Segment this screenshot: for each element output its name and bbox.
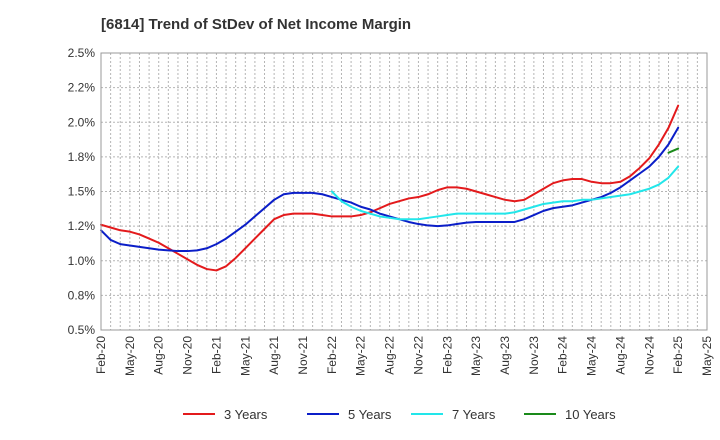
series-layer xyxy=(100,104,680,272)
series-line-7-years xyxy=(330,165,680,221)
x-tick-label: May-23 xyxy=(469,336,483,376)
series-line-5-years xyxy=(100,126,680,253)
y-tick-label: 2.2% xyxy=(68,81,96,95)
x-axis-ticks: Feb-20 May-20 Aug-20 Nov-20 Feb-21 May-21 Aug-… xyxy=(94,336,714,376)
x-tick-label: Nov-24 xyxy=(642,336,656,375)
x-tick-label: Feb-24 xyxy=(556,336,570,374)
y-tick-label: 2.5% xyxy=(68,46,96,60)
y-tick-label: 1.5% xyxy=(68,185,96,199)
y-tick-label: 2.0% xyxy=(68,115,96,129)
y-tick-label: 1.2% xyxy=(68,219,96,233)
x-tick-label: Nov-21 xyxy=(296,336,310,375)
x-tick-label: Nov-22 xyxy=(411,336,425,375)
legend-item-5-years: 5 Years xyxy=(307,407,392,422)
chart-title: [6814] Trend of StDev of Net Income Marg… xyxy=(101,16,411,33)
x-tick-label: Aug-23 xyxy=(498,336,512,375)
y-axis-ticks: 0.5% 0.8% 1.0% 1.2% 1.5% 1.8% 2.0% 2.2% 2.5% xyxy=(68,46,96,337)
legend: 3 Years 5 Years 7 Years 10 Years xyxy=(183,407,616,422)
x-tick-label: Nov-20 xyxy=(181,336,195,375)
legend-item-10-years: 10 Years xyxy=(524,407,616,422)
x-tick-label: Aug-20 xyxy=(152,336,166,375)
x-tick-label: Feb-23 xyxy=(440,336,454,374)
legend-label: 5 Years xyxy=(348,407,392,422)
legend-item-7-years: 7 Years xyxy=(411,407,496,422)
x-tick-label: May-24 xyxy=(585,336,599,376)
y-tick-label: 1.8% xyxy=(68,150,96,164)
x-tick-label: Feb-25 xyxy=(671,336,685,374)
x-tick-label: Nov-23 xyxy=(527,336,541,375)
legend-label: 7 Years xyxy=(452,407,496,422)
x-tick-label: Aug-24 xyxy=(613,336,627,375)
x-tick-label: Aug-22 xyxy=(383,336,397,375)
y-tick-label: 1.0% xyxy=(68,254,96,268)
x-tick-label: May-22 xyxy=(354,336,368,376)
x-tick-label: Feb-21 xyxy=(209,336,223,374)
x-tick-label: Feb-20 xyxy=(94,336,108,374)
legend-label: 3 Years xyxy=(224,407,268,422)
plot-area xyxy=(101,53,707,330)
series-line-3-years xyxy=(100,104,680,272)
legend-label: 10 Years xyxy=(565,407,616,422)
x-tick-label: May-25 xyxy=(700,336,714,376)
y-tick-label: 0.5% xyxy=(68,323,96,337)
x-tick-label: May-21 xyxy=(238,336,252,376)
series-line-10-years xyxy=(667,147,680,154)
x-tick-label: Aug-21 xyxy=(267,336,281,375)
y-tick-label: 0.8% xyxy=(68,288,96,302)
plot-frame xyxy=(100,52,708,331)
x-tick-label: Feb-22 xyxy=(325,336,339,374)
x-tick-label: May-20 xyxy=(123,336,137,376)
legend-item-3-years: 3 Years xyxy=(183,407,268,422)
